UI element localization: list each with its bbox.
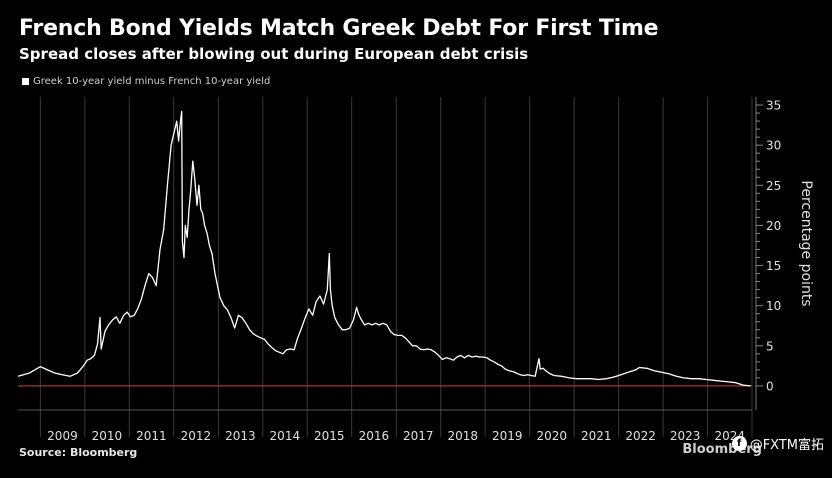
y-tick-label: 5	[766, 339, 774, 353]
legend-swatch	[22, 78, 29, 85]
y-tick-label: 0	[766, 379, 774, 393]
y-axis-label: Percentage points	[798, 180, 814, 306]
x-tick-label: 2009	[47, 429, 78, 443]
chart-subtitle: Spread closes after blowing out during E…	[19, 45, 529, 63]
watermark-icon: f	[731, 436, 747, 451]
y-axis: 0 5 10 15 20 25 30 35	[755, 97, 781, 410]
x-axis: 2009 2010 2011 2012 2013 2014 2015 2016 2017 2018…	[18, 409, 752, 443]
x-tick-label: 2020	[537, 429, 568, 443]
x-tick-label: 2016	[359, 429, 390, 443]
x-tick-label: 2018	[447, 429, 478, 443]
x-tick-label: 2017	[403, 429, 434, 443]
x-tick-label: 2010	[92, 429, 123, 443]
legend-label: Greek 10-year yield minus French 10-year…	[33, 76, 271, 87]
source-note: Source: Bloomberg	[19, 446, 138, 459]
x-tick-label: 2013	[225, 429, 256, 443]
chart-title: French Bond Yields Match Greek Debt For …	[19, 16, 659, 41]
watermark-text: @FXTM富拓	[749, 438, 824, 453]
x-tick-label: 2021	[581, 429, 612, 443]
y-tick-label: 30	[766, 139, 781, 153]
x-tick-label: 2019	[492, 429, 523, 443]
x-tick-label: 2023	[670, 429, 701, 443]
legend: Greek 10-year yield minus French 10-year…	[22, 76, 270, 87]
grid-lines	[39, 97, 753, 437]
y-tick-label: 15	[766, 259, 781, 273]
x-tick-label: 2011	[136, 429, 167, 443]
x-tick-label: 2012	[181, 429, 212, 443]
y-tick-label: 25	[766, 179, 781, 193]
y-tick-label: 20	[766, 219, 781, 233]
y-tick-label: 35	[766, 99, 781, 113]
x-tick-label: 2022	[625, 429, 656, 443]
x-tick-label: 2015	[314, 429, 345, 443]
x-tick-label: 2014	[270, 429, 301, 443]
y-tick-label: 10	[766, 299, 781, 313]
watermark: f @FXTM富拓	[731, 434, 824, 453]
series-line-greek-french-spread	[17, 110, 751, 387]
